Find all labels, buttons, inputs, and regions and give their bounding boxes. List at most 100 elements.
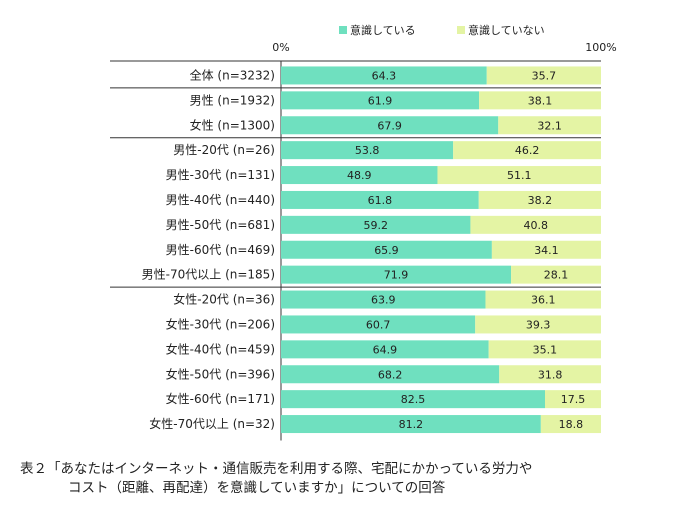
bar-segment-aware: [281, 340, 489, 359]
bar-segment-aware: [281, 91, 480, 110]
data-label: 61.9: [368, 94, 393, 107]
category-label: 男性-20代 (n=26): [173, 143, 275, 157]
bar-segment-aware: [281, 141, 454, 160]
legend-label-1: 意識している: [350, 23, 416, 37]
bar-row-2: 男性 (n=1932) 61.9 38.1: [190, 91, 601, 110]
bar-segment-aware: [281, 415, 541, 434]
x-tick-100: 100%: [585, 41, 616, 54]
bar-segment-unaware: [453, 141, 601, 160]
data-label: 35.1: [533, 343, 558, 356]
bar-segment-aware: [281, 290, 486, 309]
bar-row-7: 男性-50代 (n=681) 59.2 40.8: [166, 215, 601, 234]
bar-segment-unaware: [485, 290, 601, 309]
x-axis: 0% 100%: [110, 41, 617, 441]
bar-segment-unaware: [488, 340, 601, 359]
category-label: 女性-60代 (n=171): [166, 391, 275, 406]
bar-segment-aware: [281, 315, 476, 334]
data-label: 35.7: [532, 69, 557, 82]
legend-swatch-1: [339, 26, 347, 34]
stacked-bar-chart: 意識している 意識していない 0% 100% 全体 (n=3232) 64.3 35.7…: [110, 23, 617, 441]
bar-segment-unaware: [511, 265, 601, 284]
data-label: 48.9: [347, 169, 372, 182]
data-label: 46.2: [515, 144, 540, 157]
bar-segment-aware: [281, 390, 545, 409]
data-label: 40.8: [523, 219, 548, 232]
data-label: 64.9: [373, 343, 398, 356]
bar-segment-unaware: [540, 415, 601, 434]
bar-segment-unaware: [486, 66, 601, 85]
legend: 意識している 意識していない: [339, 23, 545, 37]
data-label: 67.9: [377, 119, 402, 132]
category-label: 女性 (n=1300): [190, 117, 275, 132]
bar-segment-unaware: [479, 91, 601, 110]
bar-segment-aware: [281, 166, 438, 185]
bar-segment-aware: [281, 265, 512, 284]
bar-segment-unaware: [475, 315, 601, 334]
bar-segment-aware: [281, 116, 499, 135]
category-label: 女性-50代 (n=396): [166, 366, 275, 381]
data-label: 60.7: [366, 318, 391, 331]
bar-row-15: 女性-70代以上 (n=32) 81.2 18.8: [149, 415, 601, 434]
data-label: 51.1: [507, 169, 532, 182]
data-label: 38.2: [528, 194, 553, 207]
bar-row-9: 男性-70代以上 (n=185) 71.9 28.1: [142, 265, 601, 284]
category-label: 女性-30代 (n=206): [166, 316, 275, 331]
bar-segment-unaware: [491, 240, 601, 259]
data-label: 64.3: [372, 69, 397, 82]
category-label: 女性-70代以上 (n=32): [149, 416, 275, 431]
bar-row-4: 男性-20代 (n=26) 53.8 46.2: [173, 141, 601, 160]
data-label: 81.2: [399, 418, 424, 431]
legend-swatch-2: [457, 26, 465, 34]
bar-row-3: 女性 (n=1300) 67.9 32.1: [190, 116, 601, 135]
category-label: 全体 (n=3232): [190, 67, 275, 82]
category-label: 男性-60代 (n=469): [166, 243, 275, 257]
bar-row-5: 男性-30代 (n=131) 48.9 51.1: [166, 166, 601, 185]
category-label: 男性-40代 (n=440): [166, 193, 275, 207]
bar-row-10: 女性-20代 (n=36) 63.9 36.1: [173, 290, 601, 309]
bar-segment-unaware: [498, 116, 601, 135]
bar-segment-unaware: [437, 166, 601, 185]
bar-row-11: 女性-30代 (n=206) 60.7 39.3: [166, 315, 601, 334]
data-label: 68.2: [378, 368, 403, 381]
figure-caption: 表２「あなたはインターネット・通信販売を利用する際、宅配にかかっている労力や コ…: [20, 460, 532, 498]
data-label: 17.5: [561, 393, 586, 406]
x-tick-0: 0%: [272, 41, 289, 54]
bar-row-14: 女性-60代 (n=171) 82.5 17.5: [166, 390, 601, 409]
data-label: 36.1: [531, 294, 556, 307]
bar-row-6: 男性-40代 (n=440) 61.8 38.2: [166, 190, 601, 209]
bar-segment-aware: [281, 215, 471, 234]
bar-segment-unaware: [478, 190, 601, 209]
data-label: 38.1: [528, 94, 553, 107]
data-label: 39.3: [526, 318, 551, 331]
bar-segment-unaware: [470, 215, 601, 234]
bar-segment-unaware: [545, 390, 601, 409]
data-label: 59.2: [363, 219, 388, 232]
bar-segment-aware: [281, 365, 500, 384]
bar-row-13: 女性-50代 (n=396) 68.2 31.8: [166, 365, 601, 384]
legend-label-2: 意識していない: [468, 23, 545, 37]
bar-row-12: 女性-40代 (n=459) 64.9 35.1: [166, 340, 601, 359]
data-label: 28.1: [544, 269, 569, 282]
category-label: 男性-70代以上 (n=185): [142, 268, 275, 282]
bar-segment-aware: [281, 66, 487, 85]
data-label: 53.8: [355, 144, 380, 157]
data-label: 71.9: [384, 269, 409, 282]
bar-segment-aware: [281, 240, 492, 259]
data-label: 82.5: [401, 393, 426, 406]
bar-row-1: 全体 (n=3232) 64.3 35.7: [190, 66, 601, 85]
data-label: 65.9: [374, 244, 399, 257]
data-label: 34.1: [534, 244, 559, 257]
data-label: 32.1: [537, 119, 562, 132]
bar-row-8: 男性-60代 (n=469) 65.9 34.1: [166, 240, 601, 259]
category-label: 男性 (n=1932): [190, 93, 275, 107]
data-label: 61.8: [368, 194, 393, 207]
bars: 全体 (n=3232) 64.3 35.7 男性 (n=1932) 61.9 38.1 女性…: [142, 66, 601, 434]
caption-line-1: 表２「あなたはインターネット・通信販売を利用する際、宅配にかかっている労力や: [20, 461, 533, 477]
category-label: 男性-50代 (n=681): [166, 218, 275, 232]
category-label: 男性-30代 (n=131): [166, 168, 275, 182]
data-label: 18.8: [559, 418, 584, 431]
data-label: 31.8: [538, 368, 563, 381]
data-label: 63.9: [371, 294, 396, 307]
caption-line-2: コスト（距離、再配達）を意識していますか」についての回答: [68, 480, 446, 496]
category-label: 女性-40代 (n=459): [166, 341, 275, 356]
